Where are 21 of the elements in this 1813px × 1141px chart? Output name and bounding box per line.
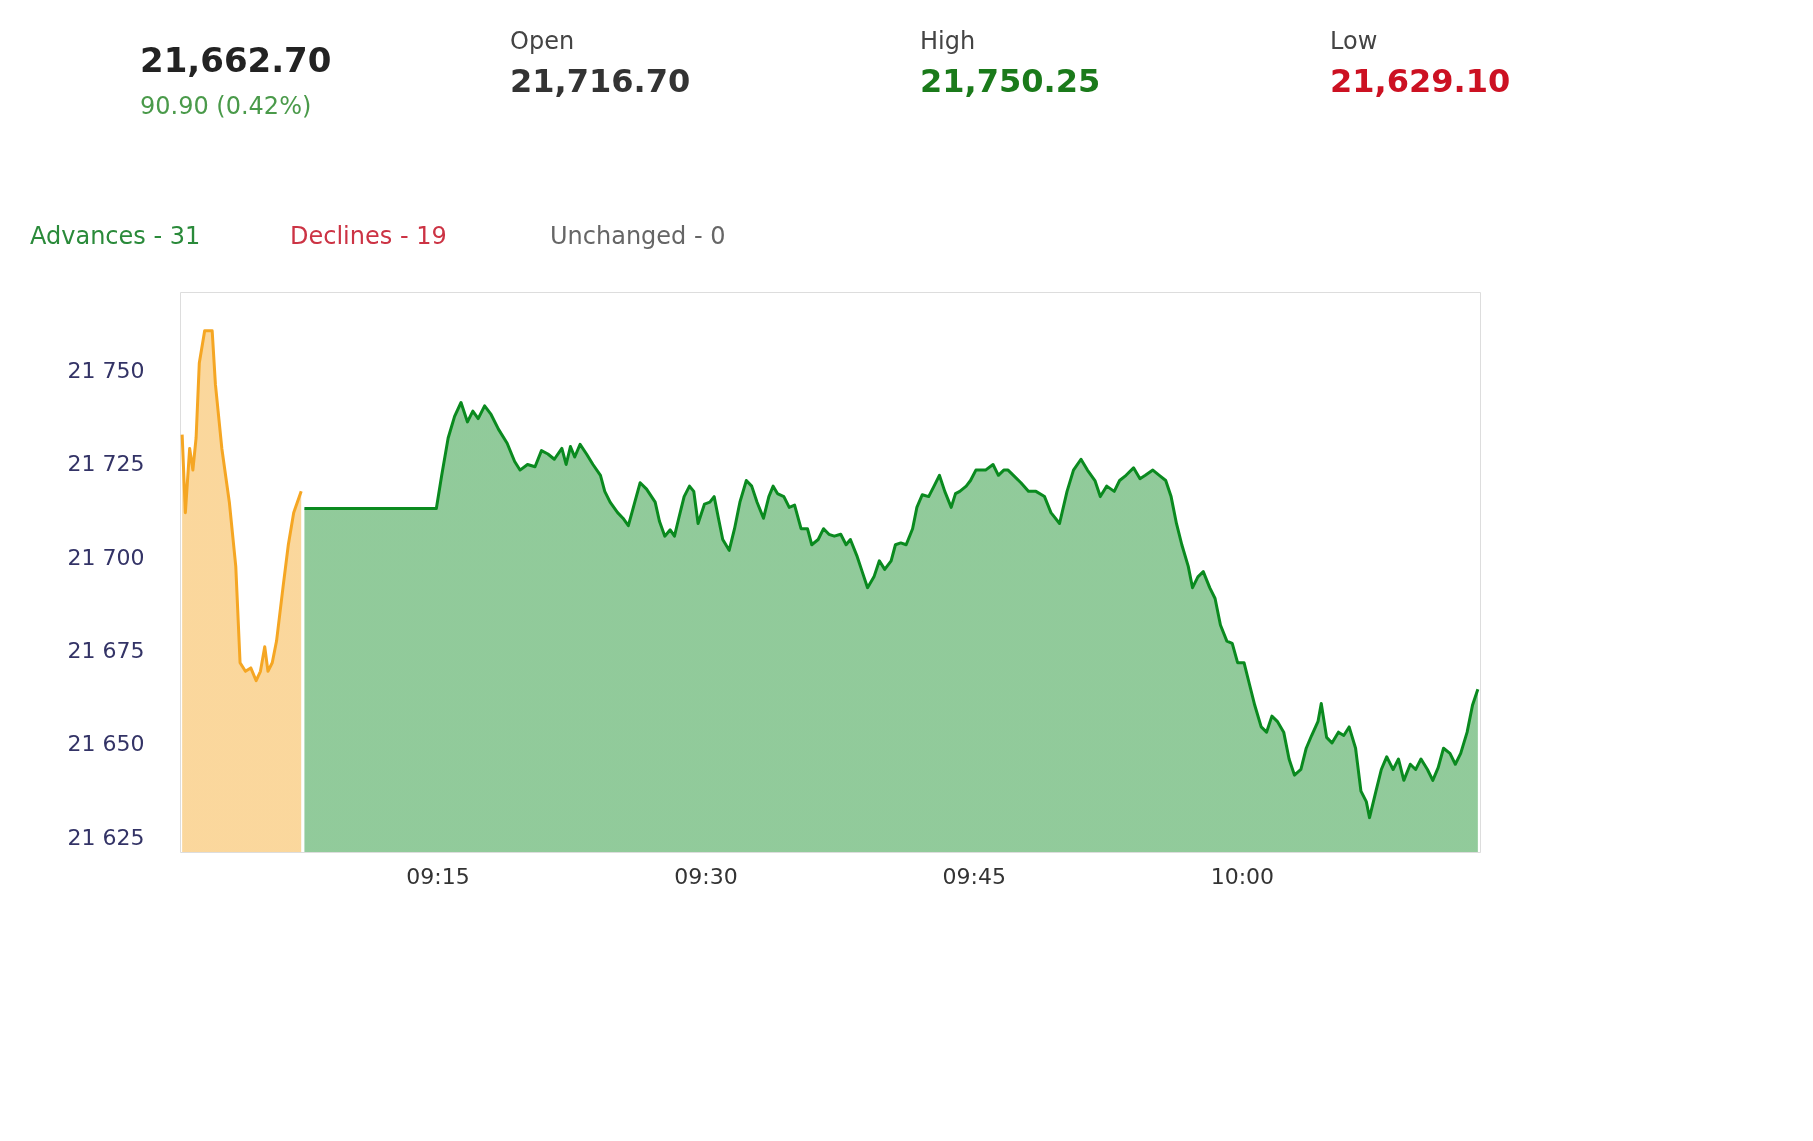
y-tick-label: 21 625 [67,824,145,850]
text: 21,662.70 [140,40,332,80]
text: Declines - 19 [290,222,447,250]
text: Unchanged - 0 [550,222,726,250]
y-tick-label: 21 700 [67,544,145,570]
text: High [920,27,976,55]
y-tick-label: 21 750 [67,357,145,383]
y-tick-label: 21 675 [67,637,145,663]
text: Advances - 31 [30,222,201,250]
x-tick-label: 10:00 [1210,863,1275,889]
text: 21,750.25 [920,62,1101,100]
text: 90.90 (0.42%) [140,92,312,120]
x-tick-label: 09:15 [406,863,470,889]
x-tick-label: 09:45 [942,863,1006,889]
y-tick-label: 21 650 [67,731,145,757]
x-tick-label: 09:30 [674,863,738,889]
text: 21,629.10 [1330,62,1511,100]
text: Open [510,27,575,55]
text: 21,716.70 [510,62,691,100]
y-tick-label: 21 725 [67,451,145,477]
text: Low [1330,27,1378,55]
